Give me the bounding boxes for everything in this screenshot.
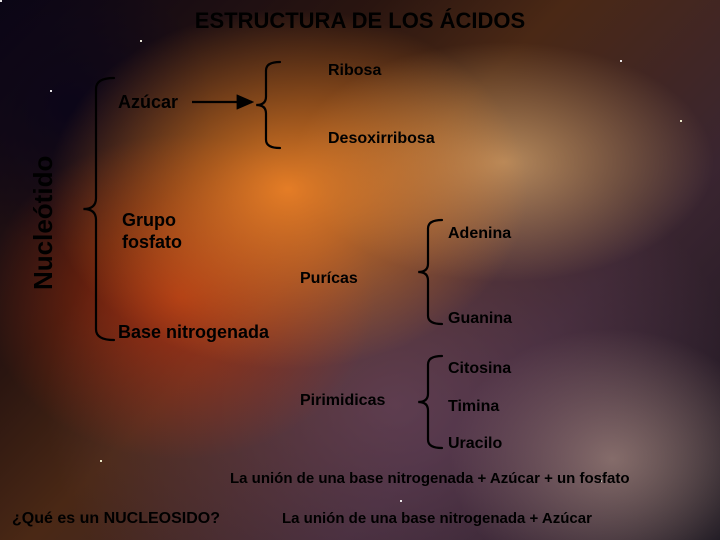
label-citosina: Citosina bbox=[448, 360, 511, 378]
label-puricas: Purícas bbox=[300, 270, 358, 288]
label-ribosa: Ribosa bbox=[328, 62, 381, 80]
label-fosfato: fosfato bbox=[122, 232, 182, 253]
label-base: Base nitrogenada bbox=[118, 322, 269, 343]
label-pirimidicas: Pirimidicas bbox=[300, 392, 385, 410]
label-desoxirribosa: Desoxirribosa bbox=[328, 130, 435, 148]
label-timina: Timina bbox=[448, 398, 499, 416]
nucleotido-label: Nucleótido bbox=[28, 156, 59, 290]
label-azucar: Azúcar bbox=[118, 92, 178, 113]
label-footer2: La unión de una base nitrogenada + Azúca… bbox=[282, 510, 592, 527]
label-footer1: La unión de una base nitrogenada + Azúca… bbox=[230, 470, 630, 487]
label-grupo: Grupo bbox=[122, 210, 176, 231]
label-uracilo: Uracilo bbox=[448, 435, 502, 453]
label-guanina: Guanina bbox=[448, 310, 512, 328]
label-question: ¿Qué es un NUCLEOSIDO? bbox=[12, 510, 220, 528]
label-adenina: Adenina bbox=[448, 225, 511, 243]
page-title: ESTRUCTURA DE LOS ÁCIDOS bbox=[0, 8, 720, 34]
nebula-background bbox=[0, 0, 720, 540]
